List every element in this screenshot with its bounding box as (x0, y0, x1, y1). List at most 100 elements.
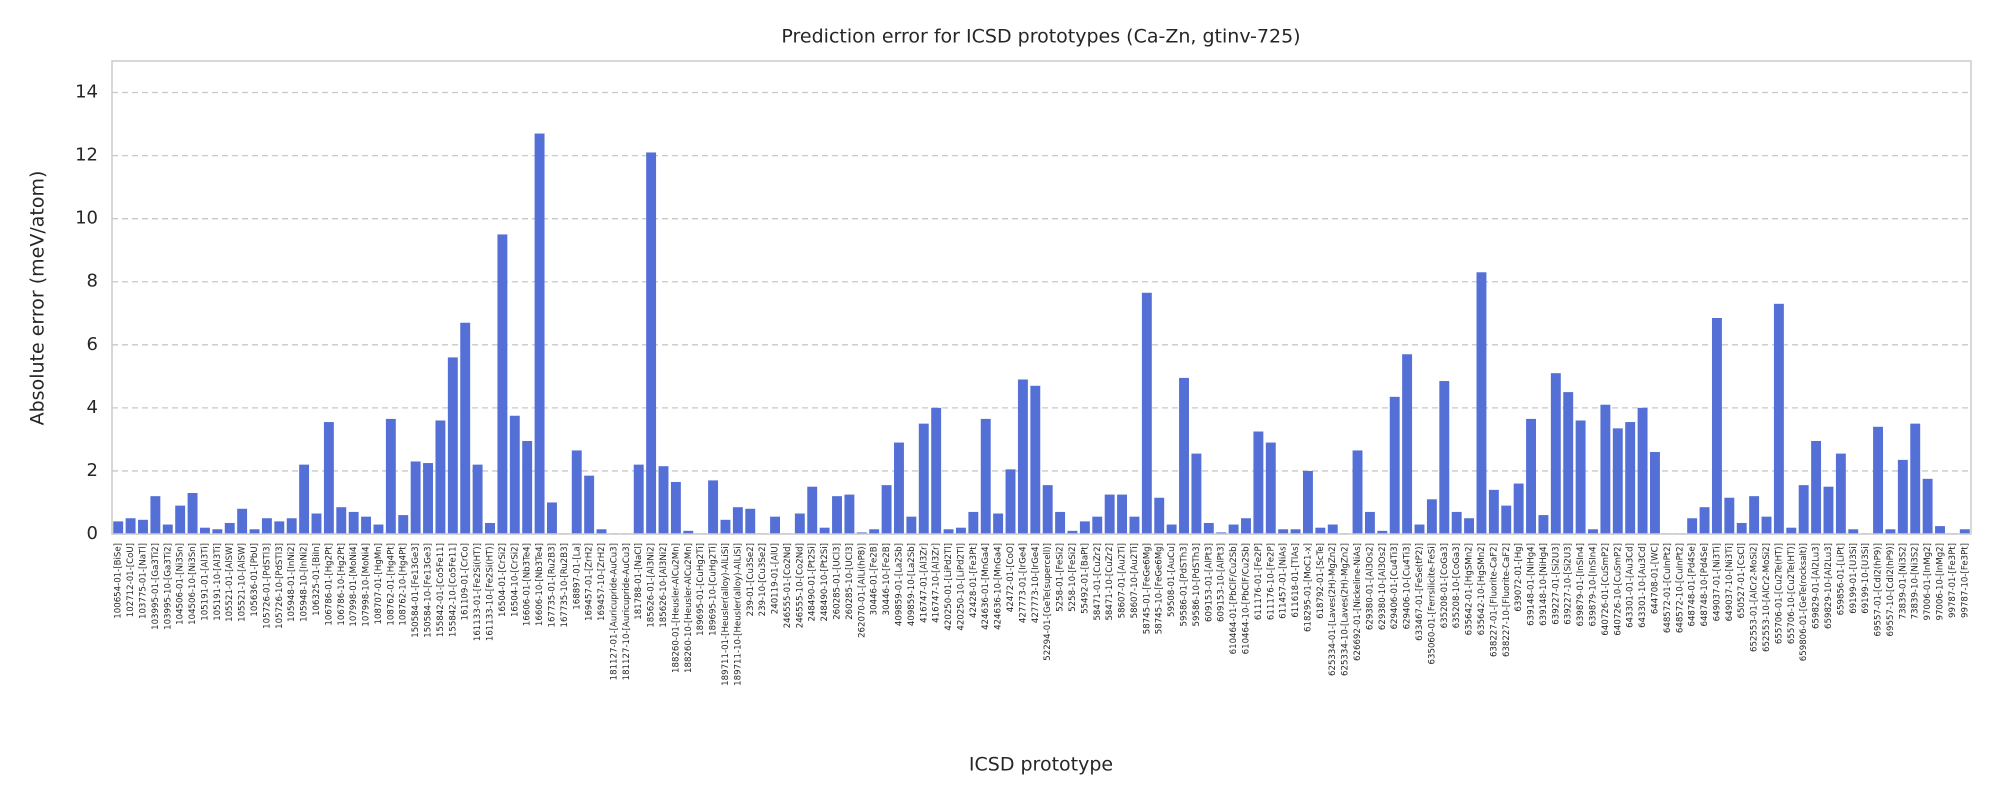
bar (1798, 485, 1809, 534)
x-tick-label: 103775-01-[NaTl] (138, 543, 148, 619)
bar (1736, 522, 1747, 534)
x-tick-label: 105191-01-[Al3Ti] (200, 543, 210, 621)
bar (670, 481, 681, 534)
x-tick-label: 416747-10-[Al3Zr] (932, 543, 942, 623)
x-tick-label: 652553-01-[AlCr2-MoSi2] (1750, 543, 1760, 652)
bar (1749, 496, 1760, 534)
x-tick-label: 648572-01-[CuInPt2] (1663, 543, 1673, 633)
x-tick-label: 108762-01-[Hg4Pt] (386, 543, 396, 626)
bar (361, 516, 372, 534)
x-tick-label: 618295-01-[MoC1-x] (1303, 543, 1313, 632)
bar (509, 415, 520, 534)
bar (472, 464, 483, 534)
bar (1526, 418, 1536, 534)
bar (1253, 431, 1264, 534)
bar (1910, 423, 1921, 534)
x-tick-label: 639227-10-[Si2U3] (1564, 543, 1574, 625)
bar (1005, 469, 1016, 534)
x-tick-label: 635060-01-[Ferrsilicite-FeSi] (1427, 543, 1437, 664)
bar (1464, 518, 1475, 534)
x-tick-label: 609153-10-[AlPt3] (1217, 543, 1227, 622)
bar (1550, 373, 1561, 534)
bar (1166, 524, 1177, 534)
bar (162, 524, 173, 534)
x-tick-label: 635642-01-[HgSMn2] (1465, 543, 1475, 635)
x-tick-label: 189695-01-[CuHg2Ti] (696, 543, 706, 636)
y-tick-label: 0 (87, 523, 98, 544)
x-tick-label: 640726-10-[CuSmP2] (1613, 543, 1623, 636)
x-tick-label: 260285-10-[UCl3] (845, 543, 855, 620)
bar (1935, 526, 1945, 534)
bar (1092, 516, 1103, 534)
bar (1848, 529, 1859, 534)
bar (485, 522, 495, 534)
x-tick-label: 69557-01-[CdI2(hP9)] (1874, 543, 1884, 636)
x-tick-label: 239-01-[Cu3Se2] (746, 543, 756, 616)
bar (1538, 515, 1549, 534)
x-tick-label: 150584-10-[Fe13Ge3] (424, 543, 434, 638)
x-tick-label: 629406-10-[Cu4Ti3] (1403, 543, 1413, 629)
x-tick-label: 248490-10-[Pt2Si] (820, 543, 830, 622)
bar (311, 513, 322, 534)
y-tick-label: 2 (87, 460, 98, 481)
x-tick-label: 655706-10-[Cu2Te(HT)] (1787, 543, 1797, 644)
x-tick-label: 625334-10-[Laves(2H)-MgZn2] (1341, 543, 1351, 676)
bar (881, 485, 892, 534)
x-tick-label: 167735-10-[Ru2B3] (560, 543, 570, 628)
bar (894, 442, 904, 534)
x-tick-label: 618792-01-[ScTe] (1316, 543, 1326, 619)
x-tick-label: 103995-10-[Ga3Ti2] (163, 543, 173, 630)
bar (658, 466, 669, 534)
x-tick-label: 189711-10-[Heusler(alloy)-AlLiSi] (733, 543, 743, 686)
bar (1873, 426, 1884, 534)
bar (646, 152, 657, 535)
bar (1203, 522, 1214, 534)
bar (348, 511, 359, 534)
bar (1079, 521, 1090, 534)
bar (1402, 354, 1413, 534)
x-tick-label: 169457-01-[ZrH2] (585, 543, 595, 621)
bar (1637, 407, 1648, 534)
x-tick-label: 655706-01-[Cu2Te(HT)] (1774, 543, 1784, 644)
x-tick-label: 16606-10-[Nb3Te4] (535, 543, 545, 626)
x-tick-label: 16504-10-[CrSi2] (510, 543, 520, 617)
x-tick-label: 107998-10-[MoNi4] (362, 543, 372, 627)
bar (720, 519, 731, 534)
x-tick-label: 629380-10-[Al3Os2] (1378, 543, 1388, 630)
bar (1414, 524, 1425, 534)
bar (596, 529, 607, 534)
x-tick-label: 610464-01-[PbClF/Cu2Sb] (1229, 543, 1239, 654)
y-tick-label: 12 (75, 145, 98, 166)
x-tick-label: 648748-01-[Pd4Se] (1688, 543, 1698, 627)
bar (497, 234, 508, 534)
x-tick-label: 409859-10-[La2Sb] (907, 543, 917, 626)
x-tick-label: 629380-01-[Al3Os2] (1365, 543, 1375, 630)
bar (1426, 499, 1437, 534)
bar (1364, 511, 1375, 534)
bar (385, 418, 396, 534)
bar (224, 522, 235, 534)
x-tick-label: 103995-01-[Ga3Ti2] (151, 543, 161, 630)
bar (807, 486, 818, 534)
bar (150, 496, 161, 534)
x-tick-label: 189711-01-[Heusler(alloy)-AlLiSi] (721, 543, 731, 686)
bar (1030, 385, 1041, 534)
bar (856, 532, 867, 534)
x-tick-label: 239-10-[Cu3Se2] (758, 543, 768, 616)
x-tick-label: 59508-01-[AuCu] (1167, 543, 1177, 617)
bar (1476, 272, 1487, 534)
bar (584, 475, 595, 534)
x-tick-label: 652553-10-[AlCr2-MoSi2] (1762, 543, 1772, 652)
x-tick-label: 105948-10-[InNi2] (300, 543, 310, 622)
bar (770, 516, 781, 534)
x-tick-label: 188260-10-[Heusler-AlCu2Mn] (684, 543, 694, 673)
x-tick-label: 246555-10-[Co2Nd] (795, 543, 805, 628)
bar (708, 480, 719, 534)
x-tick-label: 107998-01-[MoNi4] (349, 543, 359, 627)
bar (299, 464, 310, 534)
x-tick-label: 69199-01-[U3Si] (1849, 543, 1859, 614)
bar (1228, 524, 1239, 534)
x-tick-label: 640726-01-[CuSmP2] (1601, 543, 1611, 636)
x-tick-label: 639148-01-[NiHg4] (1527, 543, 1537, 626)
x-tick-label: 105191-10-[Al3Ti] (213, 543, 223, 621)
